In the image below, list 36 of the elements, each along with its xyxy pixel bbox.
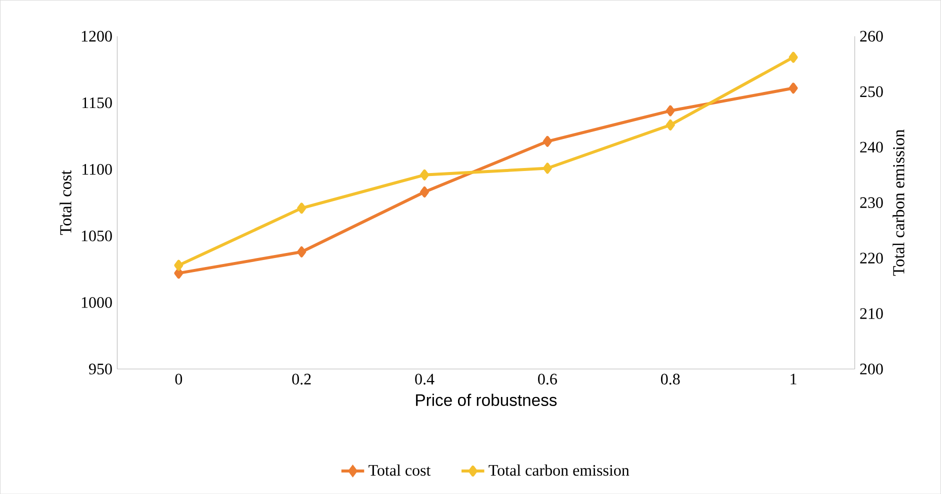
point bbox=[666, 105, 675, 116]
x-axis-title: Price of robustness bbox=[416, 394, 557, 406]
x-tick-label: 0.4 bbox=[415, 374, 434, 385]
y2-tick-label: 260 bbox=[860, 30, 883, 42]
y-axis-title: Total cost bbox=[60, 170, 72, 235]
x-tick-label: 0.8 bbox=[660, 374, 680, 385]
y2-axis-title: Total carbon emission bbox=[892, 129, 904, 276]
y2-tick-label: 200 bbox=[860, 364, 883, 374]
point bbox=[420, 169, 430, 180]
point bbox=[420, 186, 430, 198]
point bbox=[542, 162, 552, 174]
point bbox=[297, 202, 306, 214]
point bbox=[788, 82, 798, 94]
y2-tick-label: 250 bbox=[860, 86, 883, 97]
x-tick-label: 0 bbox=[175, 374, 182, 384]
x-tick-label: 0.2 bbox=[292, 374, 311, 385]
y-tick-label: 1050 bbox=[82, 230, 112, 242]
y-tick-label: 1000 bbox=[82, 296, 112, 308]
point bbox=[666, 119, 675, 130]
x-tick-label: 1 bbox=[790, 374, 796, 384]
y2-tick-label: 210 bbox=[860, 308, 883, 319]
point bbox=[297, 246, 306, 258]
point bbox=[542, 136, 552, 147]
x-tick-label: 0.6 bbox=[538, 374, 557, 385]
legend-label: Total carbon emission bbox=[488, 464, 630, 476]
y2-tick-label: 230 bbox=[860, 197, 883, 208]
point bbox=[174, 268, 184, 279]
y-tick-label: 1200 bbox=[82, 30, 112, 42]
point bbox=[788, 52, 798, 63]
y2-tick-label: 240 bbox=[860, 142, 883, 152]
y-tick-label: 1150 bbox=[82, 97, 112, 108]
legend-label: Total cost bbox=[368, 464, 431, 476]
y-tick-label: 950 bbox=[89, 364, 112, 374]
point bbox=[174, 260, 184, 271]
y2-tick-label: 220 bbox=[860, 252, 883, 264]
y-tick-label: 1100 bbox=[82, 164, 112, 175]
